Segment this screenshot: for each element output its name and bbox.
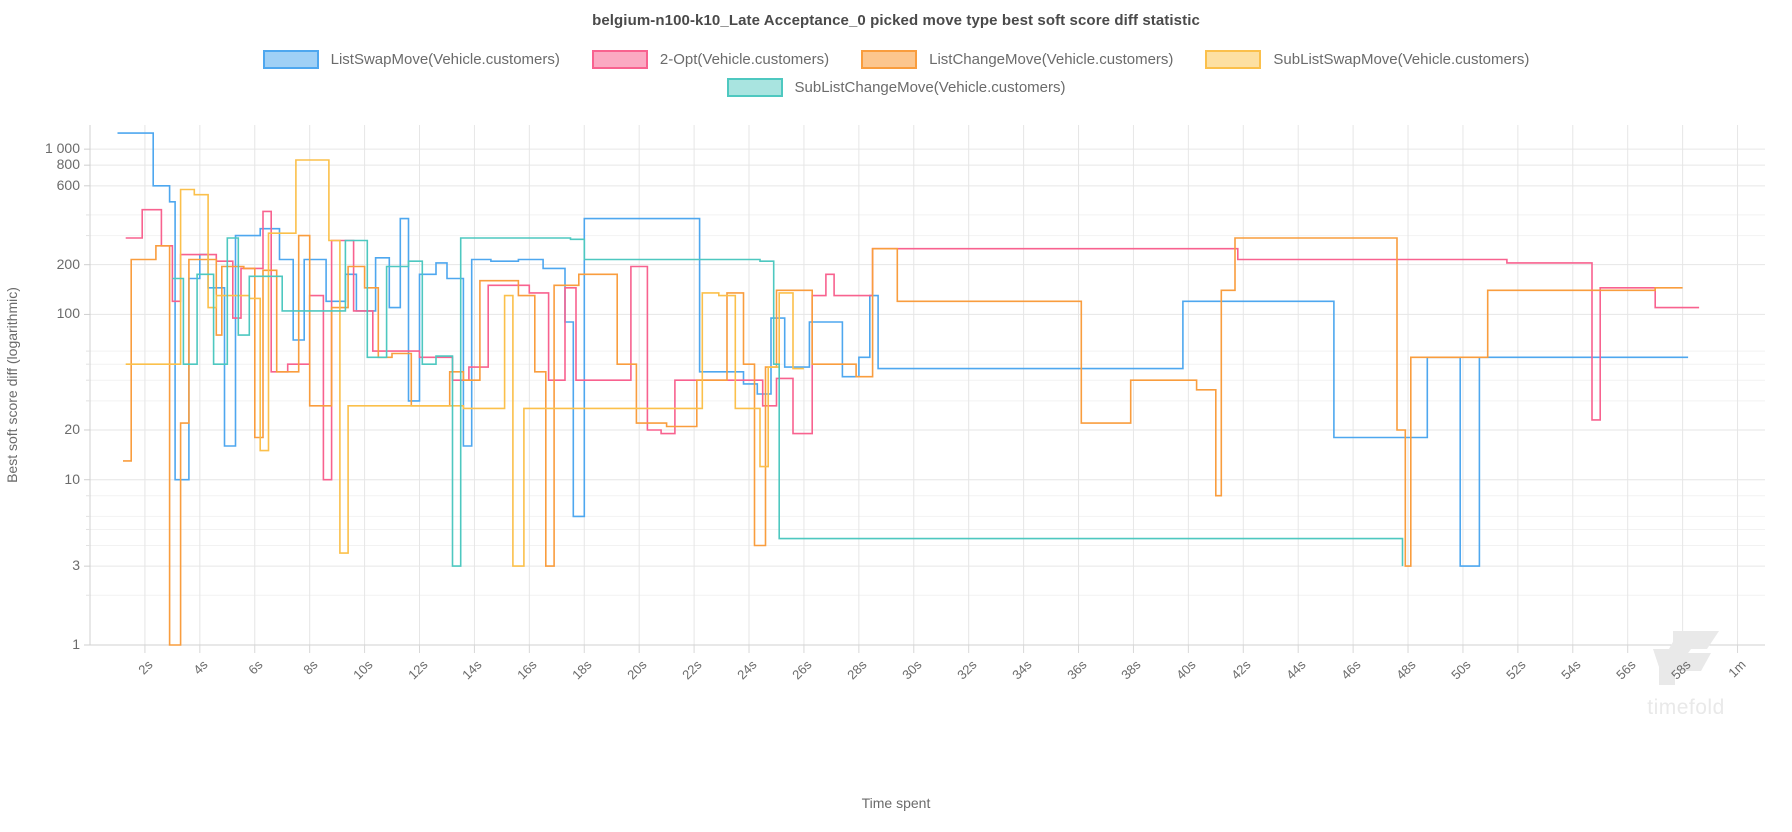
legend-swatch-icon	[861, 50, 918, 69]
legend-swatch-icon	[1205, 50, 1262, 69]
timefold-logo-icon	[1653, 631, 1719, 685]
series-line-listchangemove	[123, 234, 1683, 646]
series-line-sublistchangemove	[172, 237, 1404, 567]
y-axis-tick-label: 3	[72, 557, 80, 574]
legend-row-secondary: SubListChangeMove(Vehicle.customers)	[0, 78, 1792, 97]
chart-svg	[84, 125, 1765, 653]
chart-legend: ListSwapMove(Vehicle.customers) 2-Opt(Veh…	[0, 50, 1792, 97]
series-line-2-opt	[125, 208, 1700, 481]
y-axis-tick-label: 200	[56, 255, 80, 272]
legend-item-listswapmove[interactable]: ListSwapMove(Vehicle.customers)	[262, 50, 560, 69]
legend-item-listchangemove[interactable]: ListChangeMove(Vehicle.customers)	[861, 50, 1173, 69]
legend-item-2-opt[interactable]: 2-Opt(Vehicle.customers)	[591, 50, 830, 69]
x-axis-title: Time spent	[861, 795, 931, 811]
legend-label: 2-Opt(Vehicle.customers)	[659, 51, 830, 68]
y-axis-tick-label: 800	[56, 156, 80, 173]
y-axis-tick-label: 100	[56, 305, 80, 322]
legend-label: ListChangeMove(Vehicle.customers)	[929, 51, 1174, 68]
y-axis-tick-label: 10	[64, 470, 80, 487]
legend-label: ListSwapMove(Vehicle.customers)	[330, 51, 560, 68]
watermark: timefold	[1626, 627, 1746, 720]
y-axis-tick-label: 1	[72, 636, 80, 652]
legend-row-primary: ListSwapMove(Vehicle.customers) 2-Opt(Veh…	[0, 50, 1792, 69]
series-line-listswapmove	[117, 132, 1689, 567]
y-axis-tick-label: 20	[64, 420, 80, 437]
series-line-sublistswapmove	[125, 159, 804, 567]
legend-item-sublistchangemove[interactable]: SubListChangeMove(Vehicle.customers)	[726, 78, 1066, 97]
legend-swatch-icon	[726, 78, 783, 97]
legend-swatch-icon	[262, 50, 319, 69]
legend-swatch-icon	[591, 50, 648, 69]
y-axis-tick-label: 600	[56, 176, 80, 193]
legend-item-sublistswapmove[interactable]: SubListSwapMove(Vehicle.customers)	[1205, 50, 1529, 69]
legend-label: SubListSwapMove(Vehicle.customers)	[1273, 51, 1530, 68]
watermark-text: timefold	[1647, 696, 1725, 719]
legend-label: SubListChangeMove(Vehicle.customers)	[794, 79, 1066, 96]
y-axis-tick-label: 1 000	[44, 140, 80, 157]
plot-background	[90, 125, 1765, 645]
page-title: belgium-n100-k10_Late Acceptance_0 picke…	[592, 12, 1200, 29]
y-axis-title: Best soft score diff (logarithmic)	[4, 287, 20, 483]
